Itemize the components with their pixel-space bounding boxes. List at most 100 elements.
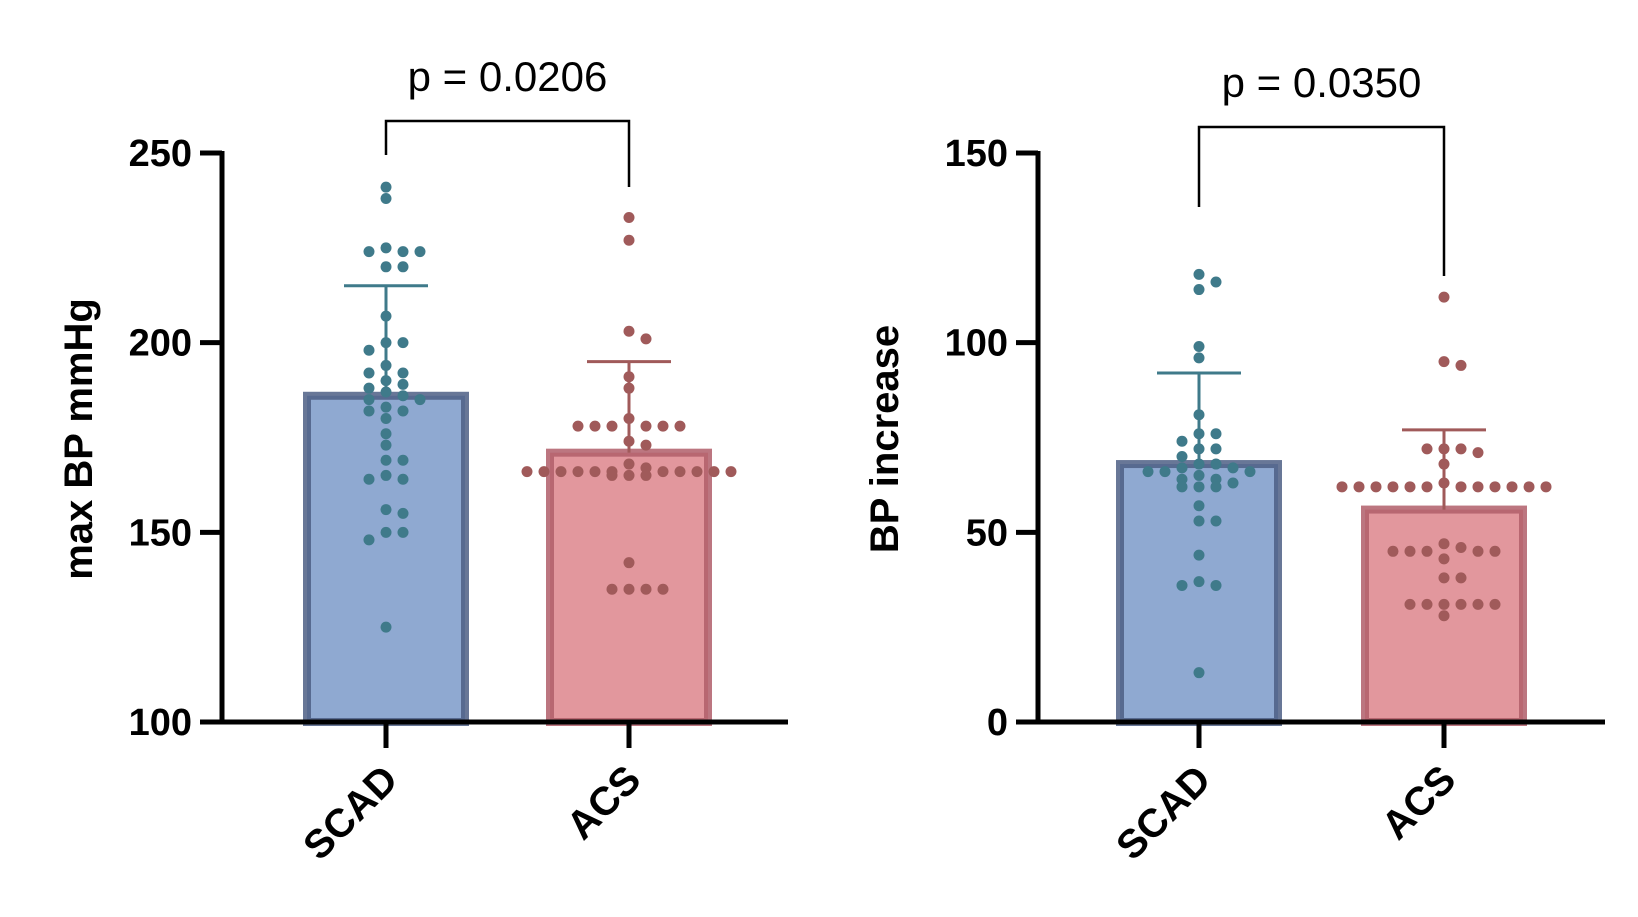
data-point-acs — [623, 583, 635, 595]
y-tick-label: 50 — [966, 512, 1008, 554]
data-point-acs — [1421, 481, 1433, 493]
data-point-scad — [1193, 352, 1205, 364]
data-point-scad — [1176, 450, 1188, 462]
data-point-scad — [1193, 500, 1205, 512]
data-point-acs — [1455, 359, 1467, 371]
data-point-scad — [380, 261, 392, 273]
x-tick-label-acs: ACS — [559, 757, 650, 848]
data-point-scad — [363, 405, 375, 417]
data-point-scad — [1176, 435, 1188, 447]
data-point-acs — [1387, 481, 1399, 493]
data-point-acs — [1489, 481, 1501, 493]
data-point-scad — [1176, 579, 1188, 591]
data-point-acs — [1387, 545, 1399, 557]
data-point-scad — [414, 246, 426, 258]
data-point-scad — [414, 394, 426, 406]
significance-bracket — [384, 119, 631, 187]
data-point-scad — [397, 507, 409, 519]
data-point-scad — [380, 181, 392, 193]
data-point-scad — [380, 454, 392, 466]
data-point-acs — [1455, 542, 1467, 554]
data-point-acs — [623, 469, 635, 481]
data-point-scad — [397, 473, 409, 485]
data-point-acs — [657, 420, 669, 432]
x-tick-label-acs: ACS — [1374, 757, 1465, 848]
data-point-acs — [572, 420, 584, 432]
data-point-acs — [725, 466, 737, 478]
data-point-acs — [1455, 598, 1467, 610]
x-tick-label-scad: SCAD — [1108, 757, 1219, 868]
data-point-scad — [1210, 481, 1222, 493]
data-point-acs — [1472, 545, 1484, 557]
p-value-label: p = 0.0206 — [408, 53, 608, 100]
data-point-acs — [589, 420, 601, 432]
data-point-acs — [1438, 291, 1450, 303]
data-point-scad — [1210, 579, 1222, 591]
data-point-scad — [380, 242, 392, 254]
data-point-acs — [1438, 610, 1450, 622]
data-point-acs — [606, 469, 618, 481]
data-point-acs — [1421, 443, 1433, 455]
data-point-scad — [1142, 466, 1154, 478]
data-point-acs — [1489, 598, 1501, 610]
data-point-scad — [1193, 549, 1205, 561]
data-point-scad — [380, 469, 392, 481]
y-tick-label: 100 — [129, 702, 192, 744]
data-point-scad — [363, 394, 375, 406]
chart-max-bp: max BP mmHg 100 150 200 250 SCAD ACS p = 0.020… — [57, 53, 788, 869]
y-tick-label: 150 — [945, 133, 1008, 175]
data-point-scad — [363, 382, 375, 394]
y-tick-label: 200 — [129, 323, 192, 365]
data-point-acs — [640, 420, 652, 432]
data-point-scad — [397, 367, 409, 379]
data-point-acs — [623, 325, 635, 337]
data-point-scad — [1193, 469, 1205, 481]
data-point-acs — [1404, 481, 1416, 493]
data-point-scad — [397, 405, 409, 417]
data-point-scad — [380, 526, 392, 538]
data-point-scad — [380, 504, 392, 516]
data-point-scad — [397, 378, 409, 390]
data-point-acs — [640, 439, 652, 451]
data-point-scad — [1193, 481, 1205, 493]
data-point-acs — [691, 466, 703, 478]
y-tick-label: 250 — [129, 133, 192, 175]
data-point-scad — [380, 428, 392, 440]
data-point-scad — [1159, 466, 1171, 478]
data-point-scad — [397, 454, 409, 466]
data-point-scad — [1210, 473, 1222, 485]
data-point-acs — [708, 466, 720, 478]
data-point-scad — [1227, 477, 1239, 489]
y-axis-title-bp-increase: BP increase — [863, 325, 907, 553]
data-point-scad — [363, 344, 375, 356]
data-point-scad — [380, 439, 392, 451]
chart-bp-increase: BP increase 0 50 100 150 SCAD ACS p = 0.0350 — [863, 59, 1605, 869]
data-point-acs — [1523, 481, 1535, 493]
data-point-scad — [380, 401, 392, 413]
data-point-scad — [397, 526, 409, 538]
p-value-label: p = 0.0350 — [1222, 59, 1422, 106]
data-point-acs — [1472, 598, 1484, 610]
data-point-acs — [572, 466, 584, 478]
data-point-acs — [1506, 481, 1518, 493]
data-point-acs — [657, 466, 669, 478]
data-point-acs — [1438, 572, 1450, 584]
data-point-scad — [380, 193, 392, 205]
data-point-scad — [1193, 576, 1205, 588]
data-point-scad — [380, 413, 392, 425]
significance-bracket — [1197, 125, 1446, 276]
data-point-scad — [397, 390, 409, 402]
data-point-scad — [363, 367, 375, 379]
data-point-acs — [1455, 443, 1467, 455]
data-point-acs — [623, 211, 635, 223]
data-point-acs — [640, 333, 652, 345]
data-point-scad — [1176, 473, 1188, 485]
data-point-scad — [1193, 268, 1205, 280]
y-tick-label: 0 — [987, 702, 1008, 744]
data-point-scad — [1244, 466, 1256, 478]
data-point-scad — [1193, 667, 1205, 679]
data-point-acs — [1489, 545, 1501, 557]
data-point-acs — [1438, 538, 1450, 550]
data-point-acs — [1438, 598, 1450, 610]
